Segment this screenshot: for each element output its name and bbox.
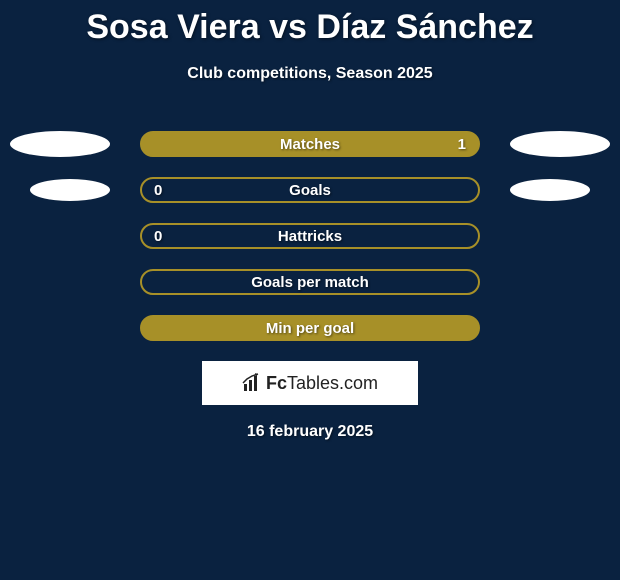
- right-spacer: [510, 223, 610, 249]
- stat-row: Matches 1: [0, 131, 620, 157]
- subtitle: Club competitions, Season 2025: [0, 65, 620, 83]
- logo-box: FcTables.com: [202, 361, 418, 405]
- stats-area: Matches 1 0 Goals 0 Hattricks Goals per match M…: [0, 131, 620, 341]
- stat-row: Min per goal: [0, 315, 620, 341]
- chart-icon: [242, 373, 264, 393]
- right-ellipse: [510, 179, 590, 201]
- stat-bar: Goals per match: [140, 269, 480, 295]
- logo-content: FcTables.com: [242, 373, 378, 394]
- stat-label: Matches: [280, 136, 340, 153]
- stat-left-value: 0: [154, 228, 162, 245]
- stat-label: Goals: [289, 182, 331, 199]
- stat-row: 0 Hattricks: [0, 223, 620, 249]
- stat-right-value: 1: [458, 136, 466, 153]
- left-ellipse: [10, 131, 110, 157]
- stat-row: 0 Goals: [0, 177, 620, 203]
- stat-left-value: 0: [154, 182, 162, 199]
- left-spacer: [10, 315, 110, 341]
- logo-text: FcTables.com: [266, 373, 378, 394]
- left-spacer: [10, 223, 110, 249]
- page-title: Sosa Viera vs Díaz Sánchez: [0, 8, 620, 47]
- left-ellipse: [30, 179, 110, 201]
- stat-bar: Min per goal: [140, 315, 480, 341]
- right-ellipse: [510, 131, 610, 157]
- stat-bar: 0 Goals: [140, 177, 480, 203]
- stat-label: Goals per match: [251, 274, 369, 291]
- logo-suffix: Tables.com: [287, 373, 378, 393]
- stat-row: Goals per match: [0, 269, 620, 295]
- right-spacer: [510, 269, 610, 295]
- stat-bar: 0 Hattricks: [140, 223, 480, 249]
- logo-prefix: Fc: [266, 373, 287, 393]
- left-spacer: [10, 269, 110, 295]
- stat-bar: Matches 1: [140, 131, 480, 157]
- date-line: 16 february 2025: [0, 423, 620, 441]
- right-spacer: [510, 315, 610, 341]
- stat-label: Min per goal: [266, 320, 354, 337]
- stat-label: Hattricks: [278, 228, 342, 245]
